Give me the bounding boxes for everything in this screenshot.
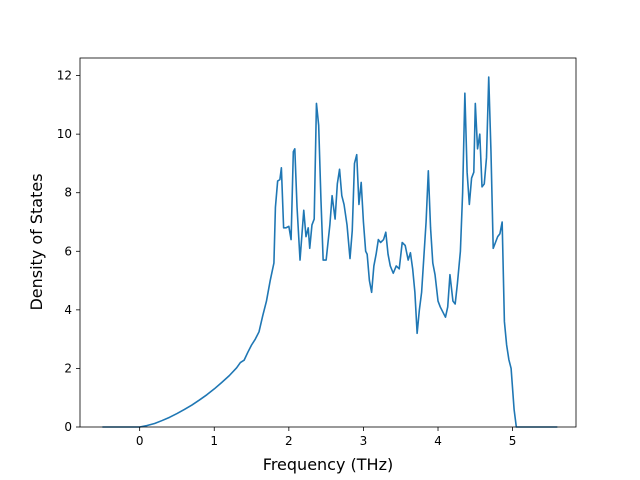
y-tick-label: 10: [57, 127, 72, 141]
x-tick-label: 2: [285, 434, 293, 448]
x-tick-label: 0: [136, 434, 144, 448]
y-tick-label: 6: [64, 244, 72, 258]
x-tick-label: 5: [509, 434, 517, 448]
series-line-0: [102, 76, 558, 428]
x-tick-label: 1: [210, 434, 218, 448]
y-tick-label: 2: [64, 361, 72, 375]
x-axis: 0 1 2 3 4 5: [136, 427, 517, 448]
plot-frame: [79, 57, 577, 428]
y-tick-label: 12: [57, 69, 72, 83]
y-tick-label: 8: [64, 186, 72, 200]
x-tick-label: 4: [434, 434, 442, 448]
y-tick-label: 4: [64, 303, 72, 317]
y-axis-label: Density of States: [27, 173, 46, 310]
y-axis: 0 2 4 6 8 10 12: [57, 69, 80, 434]
y-tick-label: 0: [64, 420, 72, 434]
x-axis-label: Frequency (THz): [263, 455, 393, 474]
series-layer: [102, 76, 558, 428]
x-tick-label: 3: [360, 434, 368, 448]
